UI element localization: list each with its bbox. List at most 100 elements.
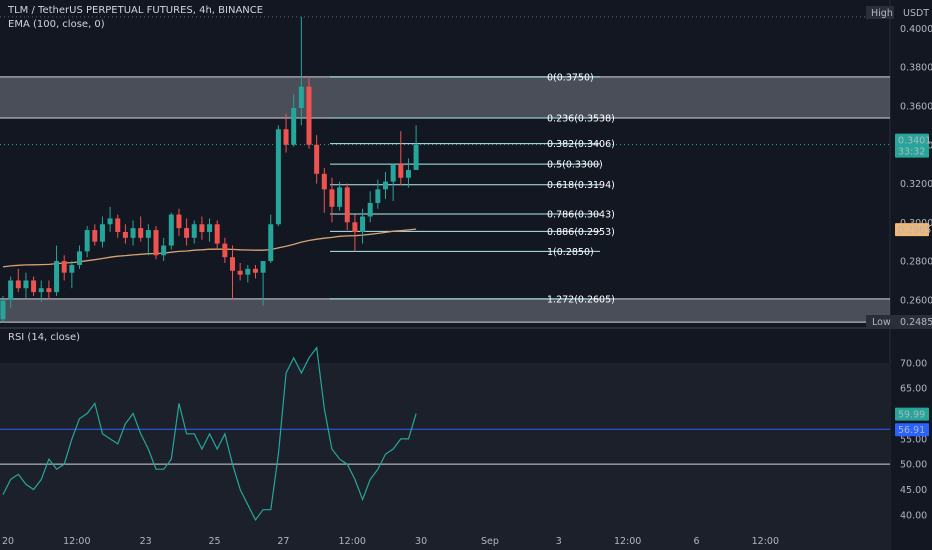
price-axis-unit: USDT	[903, 8, 929, 19]
candle[interactable]	[153, 226, 159, 260]
candle[interactable]	[191, 220, 197, 244]
candle-body	[230, 257, 235, 271]
time-axis-tick: 12:00	[752, 536, 779, 547]
candle[interactable]	[352, 214, 358, 252]
candle[interactable]	[367, 191, 373, 223]
candle-body	[337, 187, 343, 207]
candle[interactable]	[8, 276, 14, 308]
candle[interactable]	[237, 263, 243, 281]
candle-body	[398, 164, 404, 178]
candle-body	[252, 268, 258, 273]
candle[interactable]	[138, 216, 144, 242]
candle[interactable]	[329, 177, 335, 223]
candle-body	[38, 288, 44, 293]
candle[interactable]	[130, 220, 136, 246]
candle[interactable]	[107, 206, 113, 232]
candle[interactable]	[360, 208, 366, 244]
candle-body	[237, 270, 243, 275]
candle[interactable]	[168, 212, 174, 250]
candle-body	[31, 280, 37, 293]
high-badge-bg	[866, 6, 894, 19]
candle[interactable]	[314, 135, 320, 184]
candle[interactable]	[344, 183, 350, 231]
candle[interactable]	[398, 131, 404, 186]
candle[interactable]	[252, 264, 258, 279]
candle-body	[23, 280, 29, 289]
candle[interactable]	[31, 276, 37, 296]
candle[interactable]	[54, 245, 60, 296]
candle[interactable]	[92, 224, 98, 246]
candle[interactable]	[390, 164, 396, 201]
candle[interactable]	[0, 295, 6, 323]
candle[interactable]	[260, 261, 266, 306]
candle[interactable]	[38, 280, 44, 302]
candle[interactable]	[275, 125, 281, 227]
candle[interactable]	[115, 214, 121, 238]
candle[interactable]	[77, 245, 82, 269]
ema-indicator-label[interactable]: EMA (100, close, 0)	[8, 19, 105, 30]
candle[interactable]	[199, 216, 205, 240]
rsi-line[interactable]	[2, 346, 417, 522]
candle-body	[314, 144, 320, 174]
candle-body	[291, 107, 297, 145]
rsi-ma-value-badge: 56.91	[895, 423, 929, 437]
time-axis-tick: 25	[209, 536, 221, 547]
time-axis-tick: 12:00	[614, 536, 641, 547]
candle-body	[99, 224, 105, 242]
fib-level-label: 0.382(0.3406)	[547, 139, 615, 150]
candle[interactable]	[413, 125, 419, 170]
low-label: Low	[872, 317, 891, 328]
candle[interactable]	[291, 94, 297, 147]
rsi-value-badge-bg	[895, 407, 929, 421]
candle[interactable]	[99, 216, 105, 248]
candle[interactable]	[230, 245, 235, 300]
candle-body	[352, 222, 358, 232]
candle-body	[360, 216, 366, 232]
candle-body	[413, 144, 419, 170]
candle[interactable]	[61, 255, 67, 281]
candle[interactable]	[214, 220, 220, 250]
candle[interactable]	[84, 226, 90, 258]
candle[interactable]	[222, 237, 228, 264]
candle-body	[61, 261, 67, 273]
price-axis-tick: 0.3800	[900, 63, 932, 74]
candle[interactable]	[46, 280, 52, 300]
candle[interactable]	[145, 224, 151, 256]
high-badge: High USDT	[866, 6, 929, 19]
candle[interactable]	[321, 168, 327, 213]
candle[interactable]	[375, 179, 381, 209]
fib-level-label: 0.5(0.3300)	[547, 160, 603, 171]
candle-body	[405, 169, 411, 178]
candle[interactable]	[337, 181, 343, 211]
candle[interactable]	[245, 264, 251, 283]
candle-body	[92, 230, 98, 242]
candle[interactable]	[207, 218, 213, 242]
fib-level-label: 1(0.2850)	[547, 247, 594, 258]
candle[interactable]	[268, 214, 274, 264]
candle[interactable]	[283, 113, 289, 153]
candle[interactable]	[176, 208, 182, 236]
candle[interactable]	[298, 16, 304, 126]
candle[interactable]	[306, 76, 312, 149]
candle-body	[199, 224, 205, 232]
zone-rectangle[interactable]	[0, 76, 890, 119]
candle[interactable]	[122, 224, 128, 244]
ema-value-badge-bg	[895, 223, 929, 237]
rsi-indicator-label[interactable]: RSI (14, close)	[8, 332, 81, 343]
zone-rectangle[interactable]	[0, 298, 890, 323]
candle[interactable]	[69, 261, 75, 289]
rsi-axis-tick: 45.00	[900, 485, 927, 496]
time-axis-tick: 12:00	[339, 536, 366, 547]
candle[interactable]	[161, 237, 167, 262]
candle[interactable]	[15, 268, 21, 293]
candle[interactable]	[23, 272, 29, 298]
low-badge: Low 0.2485	[866, 315, 932, 328]
candle[interactable]	[184, 218, 190, 246]
fib-level-label: 0(0.3750)	[547, 72, 594, 83]
time-axis-tick: 12:00	[63, 536, 90, 547]
time-axis-tick: Sep	[481, 536, 499, 547]
candle[interactable]	[405, 158, 411, 188]
candle-body	[298, 86, 304, 108]
candle-body	[46, 288, 52, 293]
candle[interactable]	[383, 171, 388, 200]
